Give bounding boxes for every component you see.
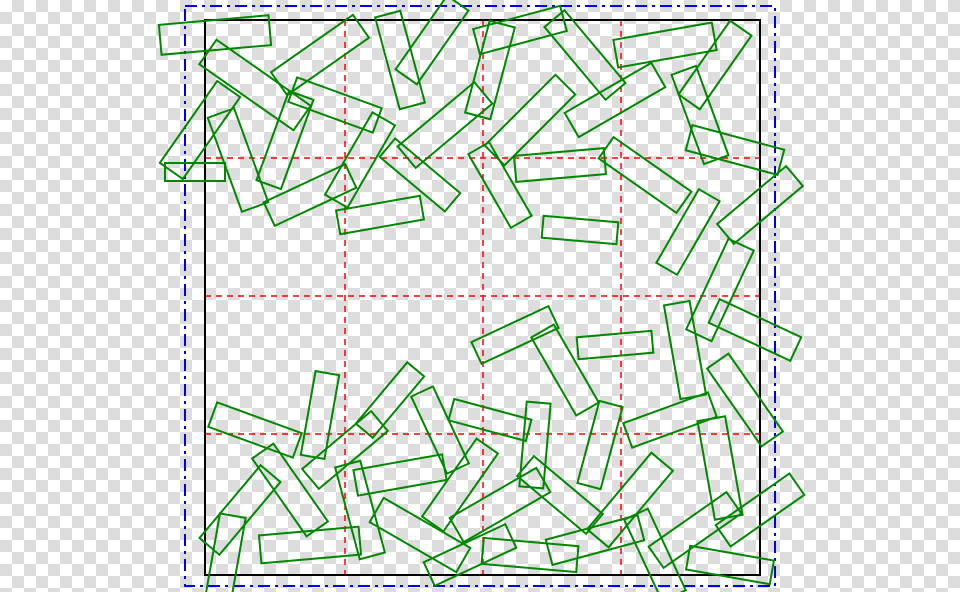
scatter-rect xyxy=(577,401,622,489)
scatter-rect xyxy=(686,239,754,341)
scatter-rect xyxy=(200,465,281,554)
scatter-rect xyxy=(656,189,719,275)
scatter-rect xyxy=(356,362,424,437)
scatter-rect xyxy=(649,492,742,568)
scatter-rect xyxy=(514,148,606,182)
scatter-rect xyxy=(482,538,579,572)
scatter-rect xyxy=(208,402,301,457)
scatter-rect xyxy=(542,216,619,244)
scatter-rect xyxy=(264,164,357,226)
scatter-rect xyxy=(271,15,369,95)
scatter-rect xyxy=(160,81,240,179)
scatter-rect xyxy=(396,0,469,84)
scatter-rect xyxy=(336,196,424,234)
scatter-rect xyxy=(531,325,599,416)
scatter-rect xyxy=(301,371,339,459)
scatter-rect xyxy=(679,21,752,110)
scatter-rect xyxy=(370,498,471,572)
scatter-rect xyxy=(159,15,271,54)
scatter-rect xyxy=(577,331,654,359)
scatter-rect xyxy=(545,10,626,99)
scatter-rect xyxy=(565,63,666,137)
scatter-rect xyxy=(517,456,603,534)
scatter-rect xyxy=(259,527,361,564)
scatter-rect xyxy=(599,137,692,213)
scatter-rect xyxy=(664,301,706,399)
scatter-rect xyxy=(422,439,498,532)
scatter-rect xyxy=(471,306,558,364)
scatter-rect xyxy=(208,108,269,212)
scatter-rect xyxy=(709,299,802,361)
scatter-rect xyxy=(375,11,425,109)
diagram-svg xyxy=(0,0,960,592)
scatter-rect xyxy=(398,82,493,168)
scatter-rect xyxy=(624,509,686,592)
scatter-rect xyxy=(686,125,784,175)
scatter-rect xyxy=(450,468,551,542)
scatter-rect xyxy=(424,524,517,586)
scatter-rect xyxy=(707,354,783,447)
scatter-rect xyxy=(257,91,314,189)
